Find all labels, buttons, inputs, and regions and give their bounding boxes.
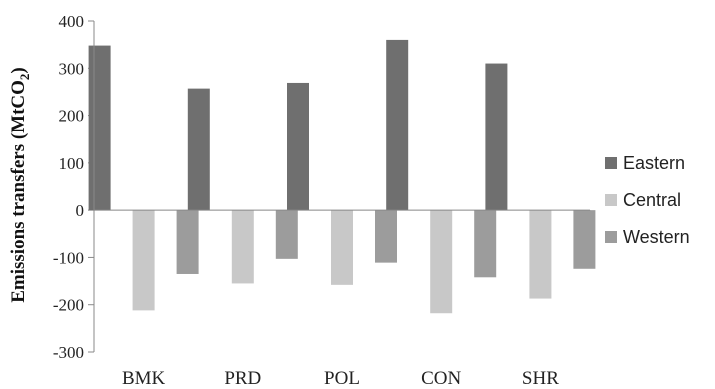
y-tick-label: -300 bbox=[53, 343, 84, 362]
legend-swatch-central bbox=[605, 194, 617, 206]
bar-central-bmk bbox=[132, 210, 155, 311]
bars bbox=[88, 39, 596, 314]
bar-central-pol bbox=[331, 210, 353, 285]
legend-swatch-western bbox=[605, 231, 617, 243]
category-labels: BMK PRD POL CON SHR bbox=[122, 368, 559, 389]
bar-central-prd bbox=[231, 210, 254, 284]
y-tick-label: 100 bbox=[59, 154, 85, 173]
legend-label-eastern: Eastern bbox=[623, 153, 685, 173]
legend-swatch-eastern bbox=[605, 157, 617, 169]
bar-eastern-shr bbox=[485, 63, 508, 211]
legend-label-central: Central bbox=[623, 190, 681, 210]
bar-eastern-prd bbox=[187, 88, 210, 211]
y-tick-label: 0 bbox=[76, 201, 85, 220]
bar-western-pol bbox=[375, 210, 397, 263]
legend-label-western: Western bbox=[623, 227, 690, 247]
legend: Eastern Central Western bbox=[605, 153, 690, 247]
bar-western-bmk bbox=[176, 210, 199, 274]
category-label: POL bbox=[324, 368, 360, 389]
y-axis-label: Emissions transfers (MtCO2) bbox=[8, 67, 32, 303]
bar-central-shr bbox=[529, 210, 552, 299]
bar-eastern-pol bbox=[287, 82, 309, 211]
bar-eastern-bmk bbox=[88, 45, 111, 211]
bar-eastern-con bbox=[386, 39, 409, 211]
category-label: CON bbox=[421, 368, 461, 389]
category-label: SHR bbox=[522, 368, 559, 389]
y-tick-label: 400 bbox=[59, 12, 85, 31]
bar-western-prd bbox=[275, 210, 298, 259]
y-tick-label: 200 bbox=[59, 107, 85, 126]
y-tick-label: -200 bbox=[53, 296, 84, 315]
bar-western-con bbox=[474, 210, 497, 278]
y-tick-label: 300 bbox=[59, 59, 85, 78]
bar-central-con bbox=[430, 210, 453, 314]
category-label: BMK bbox=[122, 368, 166, 389]
category-label: PRD bbox=[224, 368, 261, 389]
bar-western-shr bbox=[573, 210, 596, 269]
y-tick-label: -100 bbox=[53, 248, 84, 267]
